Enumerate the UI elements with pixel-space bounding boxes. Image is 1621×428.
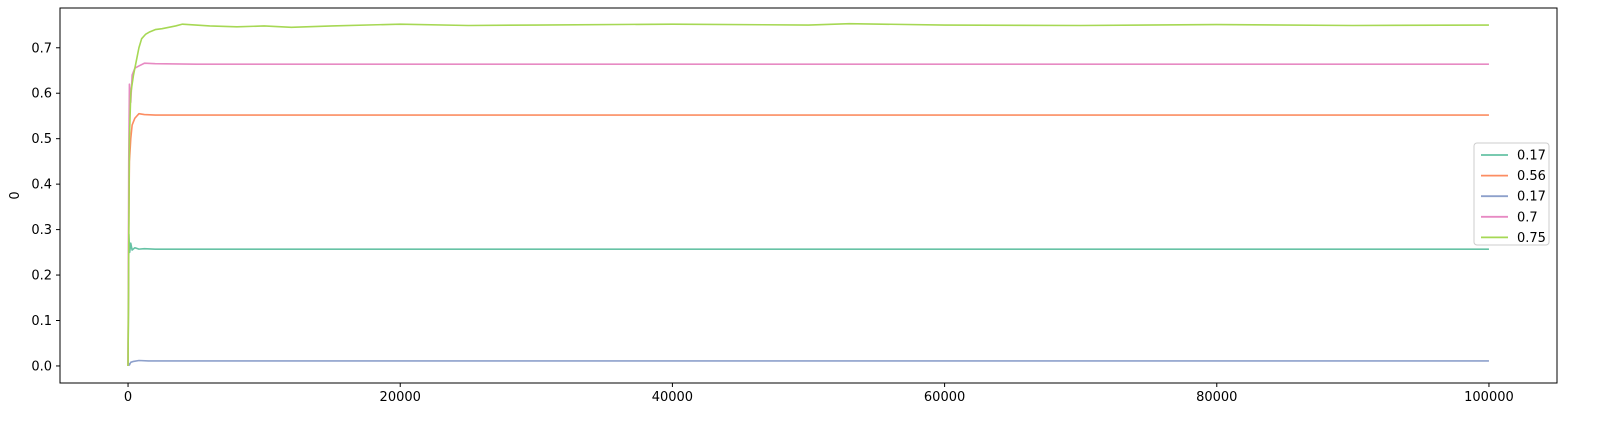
series-line-1 [127, 233, 1489, 366]
x-tick-label: 0 [124, 390, 132, 405]
x-tick-label: 20000 [380, 390, 421, 405]
series-layer [127, 22, 1489, 367]
legend: 0.17 0.56 0.17 0.7 0.75 [1473, 142, 1550, 246]
series-line-3 [127, 359, 1489, 367]
y-axis-label: 0 [8, 191, 23, 199]
x-tick-label: 100000 [1464, 390, 1514, 405]
axes-layer: 0 20000 40000 60000 80000 100000 0.0 0.1 0.2 0.3 0… [31, 7, 1558, 405]
y-tick-label: 0.0 [31, 359, 52, 374]
x-tick-label: 40000 [652, 390, 693, 405]
y-tick-label: 0.3 [31, 223, 52, 238]
legend-label: 0.17 [1517, 149, 1546, 164]
series-line-2 [127, 112, 1489, 366]
legend-label: 0.17 [1517, 190, 1546, 205]
legend-box [1473, 142, 1550, 246]
series-line-5 [127, 22, 1489, 366]
y-tick-label: 0.2 [31, 269, 52, 284]
legend-label: 0.75 [1517, 231, 1546, 246]
y-tick-label: 0.7 [31, 41, 52, 56]
y-tick-label: 0.5 [31, 132, 52, 147]
axes-frame [59, 7, 1558, 384]
x-tick-label: 80000 [1196, 390, 1237, 405]
legend-label: 0.56 [1517, 169, 1546, 184]
legend-label: 0.7 [1517, 210, 1538, 225]
y-tick-label: 0.6 [31, 87, 52, 102]
series-line-4 [127, 62, 1489, 366]
y-tick-label: 0.1 [31, 314, 52, 329]
x-tick-label: 60000 [924, 390, 965, 405]
y-tick-label: 0.4 [31, 178, 52, 193]
